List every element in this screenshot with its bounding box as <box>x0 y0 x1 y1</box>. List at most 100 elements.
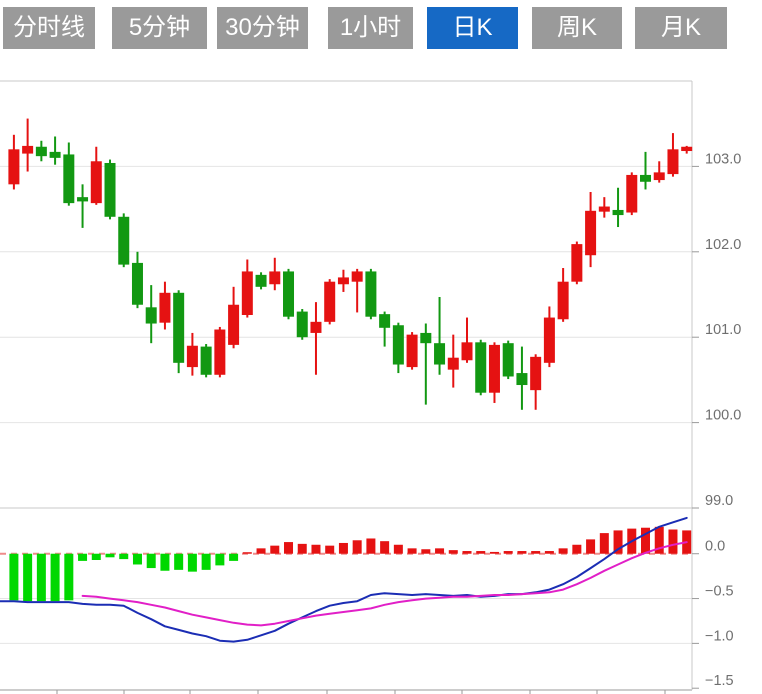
candle-body <box>118 216 130 265</box>
tab-5min[interactable]: 5分钟 <box>112 7 207 49</box>
candle-body <box>104 162 116 217</box>
candle-body <box>145 307 157 324</box>
macd-histogram-bar <box>352 540 362 554</box>
macd-histogram-bar <box>297 543 307 554</box>
macd-histogram-bar <box>476 551 486 554</box>
candle-body <box>598 206 610 212</box>
macd-histogram-bar <box>380 541 390 554</box>
candle-body <box>351 271 363 282</box>
macd-histogram-bar <box>462 551 472 554</box>
macd-histogram-bar <box>91 553 101 560</box>
candle-body <box>22 145 34 154</box>
macd-histogram-bar <box>338 542 348 554</box>
candle-body <box>530 356 542 391</box>
dea-line <box>81 541 688 627</box>
candle-body <box>612 209 624 216</box>
macd-histogram-bar <box>517 551 527 554</box>
candle-body <box>667 149 679 175</box>
candle-body <box>310 321 322 333</box>
tab-weekly-k[interactable]: 周K <box>532 7 622 49</box>
dif-line <box>0 516 688 643</box>
candle-body <box>269 271 281 285</box>
macd-histogram-bar <box>531 551 541 554</box>
axis-label: −1.5 <box>705 673 734 689</box>
macd-histogram-bar <box>132 553 142 565</box>
candle-body <box>434 343 446 365</box>
axis-label: 99.0 <box>705 493 733 509</box>
candle-body <box>255 274 267 287</box>
candle-body <box>557 281 569 320</box>
tab-30min[interactable]: 30分钟 <box>217 7 308 49</box>
macd-histogram-bar <box>503 551 513 554</box>
macd-histogram-bar <box>284 542 294 554</box>
candle-body <box>392 325 404 365</box>
candle-body <box>406 334 418 368</box>
macd-histogram-bar <box>215 553 225 566</box>
macd-histogram-bar <box>586 539 596 554</box>
candle-body <box>90 161 102 204</box>
candle-body <box>8 149 20 185</box>
tab-1hour[interactable]: 1小时 <box>328 7 413 49</box>
macd-histogram-bar <box>572 544 582 554</box>
axis-label: −1.0 <box>705 628 734 644</box>
macd-histogram-bar <box>36 553 46 602</box>
macd-histogram-bar <box>366 538 376 554</box>
macd-histogram-bar <box>489 551 499 554</box>
macd-histogram-bar <box>613 530 623 554</box>
candle-body <box>228 304 240 345</box>
candle-body <box>461 342 473 361</box>
candle-body <box>173 292 185 363</box>
candle-body <box>241 271 253 315</box>
candle-body <box>131 262 143 305</box>
macd-histogram-bar <box>201 553 211 570</box>
macd-histogram-bar <box>421 549 431 554</box>
axis-label: 100.0 <box>705 408 741 424</box>
candle-body <box>640 174 652 182</box>
candle-body <box>49 151 61 158</box>
macd-histogram-bar <box>325 545 335 554</box>
macd-histogram-bar <box>119 553 129 560</box>
macd-histogram-bar <box>654 526 664 554</box>
candle-body <box>626 174 638 213</box>
axis-label: 103.0 <box>705 151 741 167</box>
macd-histogram-bar <box>78 553 88 561</box>
macd-histogram-bar <box>105 553 115 558</box>
tab-daily-k[interactable]: 日K <box>427 7 518 49</box>
macd-histogram-bar <box>311 544 321 554</box>
axis-label: 0.0 <box>705 539 725 555</box>
macd-histogram-bar <box>64 553 74 601</box>
macd-histogram-bar <box>174 553 184 570</box>
tab-timeline[interactable]: 分时线 <box>3 7 95 49</box>
macd-histogram-bar <box>558 548 568 554</box>
macd-histogram-bar <box>187 553 197 572</box>
tab-monthly-k[interactable]: 月K <box>635 7 727 49</box>
candle-body <box>365 271 377 317</box>
candle-body <box>63 154 75 204</box>
candle-body <box>214 329 226 375</box>
macd-histogram-bar <box>435 548 445 554</box>
axis-label: 102.0 <box>705 237 741 253</box>
candle-body <box>653 172 665 181</box>
candle-body <box>186 345 198 368</box>
macd-histogram-bar <box>256 548 266 554</box>
candle-body <box>324 281 336 322</box>
axis-label: −0.5 <box>705 584 734 600</box>
candle-body <box>420 332 432 344</box>
macd-histogram-bar <box>146 553 156 569</box>
candle-body <box>296 311 308 338</box>
macd-histogram-bar <box>407 548 417 554</box>
macd-histogram-bar <box>448 550 458 554</box>
macd-histogram-bar <box>242 552 252 554</box>
candle-body <box>35 146 47 157</box>
candle-body <box>475 342 487 393</box>
candle-body <box>516 373 528 386</box>
candle-body <box>77 197 89 202</box>
candle-body <box>571 244 583 282</box>
candle-body <box>585 210 597 256</box>
candle-body <box>283 271 295 317</box>
candle-body <box>447 357 459 370</box>
macd-histogram-bar <box>668 529 678 554</box>
candle-body <box>543 317 555 363</box>
